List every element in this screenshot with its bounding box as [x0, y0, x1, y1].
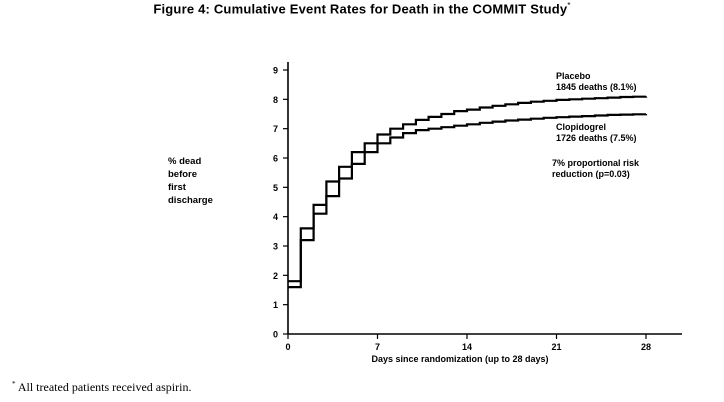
- risk-annotation: 7% proportional risk: [552, 158, 640, 168]
- figure-title: Figure 4: Cumulative Event Rates for Dea…: [153, 1, 571, 17]
- y-tick-label: 8: [273, 95, 278, 105]
- chart-series: [288, 95, 648, 289]
- series-line-clopidogrel: [288, 113, 648, 283]
- y-tick-label: 3: [273, 242, 278, 252]
- y-axis-label-line: % dead: [168, 156, 202, 167]
- y-axis-label-line: discharge: [168, 195, 213, 206]
- series-label: 1726 deaths (7.5%): [556, 133, 637, 143]
- series-label: 1845 deaths (8.1%): [556, 82, 637, 92]
- y-tick-label: 1: [273, 300, 278, 310]
- y-tick-label: 5: [273, 183, 278, 193]
- y-axis-label-line: first: [168, 182, 186, 193]
- y-tick-label: 2: [273, 271, 278, 281]
- y-axis-label: % dead before first discharge: [168, 155, 213, 207]
- series-label: Placebo: [556, 71, 591, 81]
- y-tick-label: 6: [273, 154, 278, 164]
- y-axis-label-line: before: [168, 169, 198, 180]
- x-tick-label: 0: [285, 342, 290, 352]
- x-axis-title: Days since randomization (up to 28 days): [371, 354, 548, 364]
- series-label: Clopidogrel: [556, 122, 606, 132]
- y-tick-label: 7: [273, 124, 278, 134]
- x-tick-label: 7: [375, 342, 380, 352]
- risk-annotation: reduction (p=0.03): [552, 169, 630, 179]
- y-tick-label: 9: [273, 66, 278, 76]
- series-line-placebo: [288, 95, 648, 289]
- y-tick-label: 0: [273, 330, 278, 340]
- chart-labels: Days since randomization (up to 28 days)…: [371, 71, 640, 364]
- chart-ticks: 0 1 2 3 4 5 6 7 8 9 0 7 14 21 28: [273, 66, 651, 353]
- x-tick-label: 21: [551, 342, 561, 352]
- footnote: * All treated patients received aspirin.: [12, 380, 192, 394]
- y-tick-label: 4: [273, 212, 278, 222]
- x-tick-label: 28: [641, 342, 651, 352]
- chart-axes: [287, 62, 682, 335]
- x-tick-label: 14: [462, 342, 472, 352]
